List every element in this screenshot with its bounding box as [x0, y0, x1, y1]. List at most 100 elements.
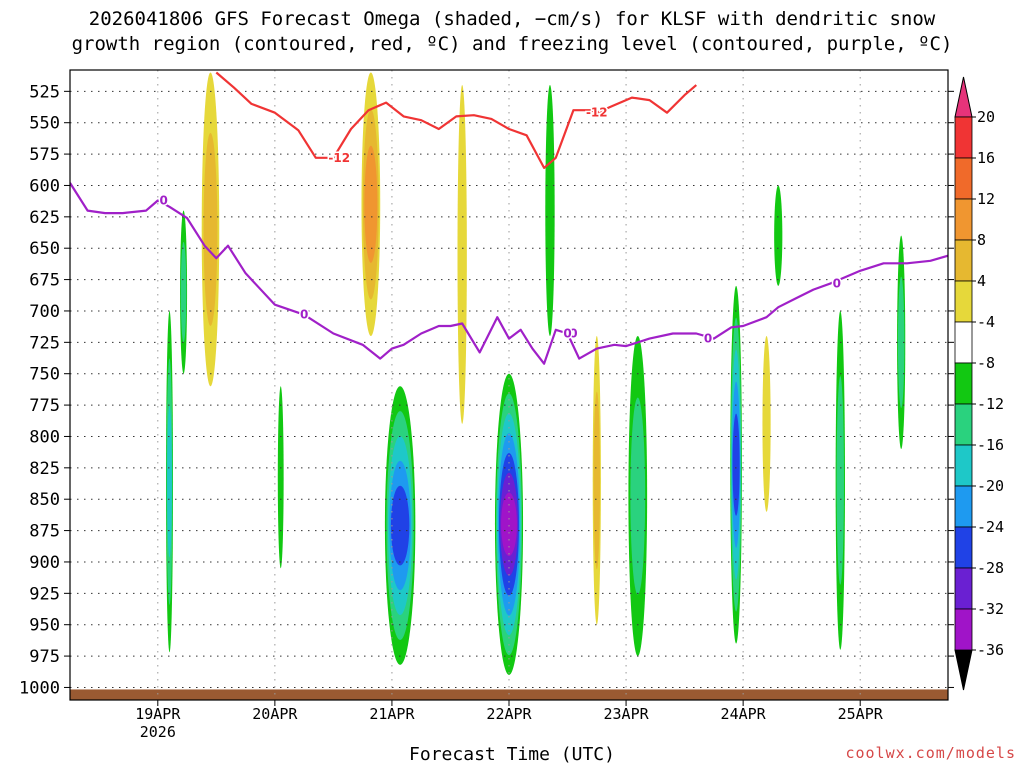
dgz-contour-label: -12 [328, 151, 350, 165]
y-tick-label: 875 [29, 522, 60, 542]
y-tick-label: 775 [29, 396, 60, 416]
omega-band [390, 485, 410, 566]
omega-band [836, 376, 844, 585]
x-tick-sublabel: 2026 [140, 723, 176, 741]
omega-feature [762, 336, 771, 512]
colorbar-segment [954, 198, 973, 241]
freezing-level-contour-label: 0 [563, 327, 571, 341]
omega-feature [384, 386, 416, 665]
omega-feature [628, 336, 648, 657]
omega-feature [361, 72, 381, 337]
colorbar-label: 8 [977, 231, 986, 249]
freezing-level-contour-label: 0 [833, 276, 841, 290]
colorbar: 20 16 12 8 4 -4 -8 -12 -16 -20 -24 -28 -32 -36 [954, 76, 1004, 691]
y-tick-label: 625 [29, 208, 60, 228]
colorbar-segment [954, 608, 973, 651]
colorbar-overflow-top [954, 76, 973, 118]
freezing-level-contour-line [70, 182, 948, 365]
colorbar-label: -32 [977, 600, 1004, 618]
omega-band [545, 85, 555, 337]
colorbar-label: -12 [977, 395, 1004, 413]
x-tick-label: 25APR [838, 705, 884, 723]
x-tick-label: 19APR [135, 705, 181, 723]
omega-band [180, 241, 187, 343]
colorbar-segment [954, 567, 973, 610]
omega-feature [277, 386, 284, 569]
ground-fill [70, 689, 948, 700]
x-axis-label: Forecast Time (UTC) [409, 744, 615, 765]
omega-band [774, 185, 783, 286]
y-tick-label: 525 [29, 82, 60, 102]
omega-feature [897, 235, 906, 450]
grid-lines [70, 70, 948, 700]
freezing-level-contour-label: 0 [569, 327, 577, 341]
colorbar-label: -36 [977, 641, 1004, 659]
dgz-contour-label: -12 [586, 106, 608, 120]
y-tick-label: 700 [29, 302, 60, 322]
y-tick-label: 825 [29, 459, 60, 479]
omega-band [593, 391, 601, 570]
omega-band [732, 413, 740, 516]
omega-band [501, 492, 517, 557]
dgz-contour-line [215, 71, 698, 169]
colorbar-segment [954, 485, 973, 528]
omega-feature [180, 210, 188, 374]
omega-shading [165, 72, 906, 675]
colorbar-segment [954, 362, 973, 405]
omega-feature [774, 185, 783, 286]
colorbar-segment [954, 321, 973, 364]
y-tick-label: 650 [29, 239, 60, 259]
colorbar-label: -16 [977, 436, 1004, 454]
y-tick-label: 575 [29, 145, 60, 165]
colorbar-label: -28 [977, 559, 1004, 577]
y-tick-label: 900 [29, 553, 60, 573]
omega-band [630, 397, 646, 595]
omega-feature [835, 310, 845, 650]
y-tick-label: 850 [29, 490, 60, 510]
colorbar-label: -4 [977, 313, 995, 331]
x-tick-label: 22APR [486, 705, 532, 723]
colorbar-segment [954, 157, 973, 200]
y-tick-label: 600 [29, 176, 60, 196]
omega-band [203, 132, 218, 326]
x-tick-label: 21APR [369, 705, 415, 723]
colorbar-label: 16 [977, 149, 995, 167]
freezing-level-contour-label: 0 [704, 332, 712, 346]
colorbar-label: 20 [977, 108, 995, 126]
omega-feature [457, 85, 467, 424]
omega-band [762, 336, 771, 512]
colorbar-label: -20 [977, 477, 1004, 495]
y-tick-label: 800 [29, 427, 60, 447]
chart-title-line2: growth region (contoured, red, ºC) and f… [71, 33, 953, 55]
omega-feature [545, 85, 555, 337]
omega-feature [201, 72, 220, 387]
omega-feature [165, 310, 174, 653]
colorbar-segment [954, 526, 973, 569]
y-tick-label: 725 [29, 333, 60, 353]
y-axis: 525 550 575 600 625 650 675 700 725 750 775 800 825 8… [19, 82, 954, 698]
source-credit: coolwx.com/models [845, 744, 1016, 762]
colorbar-segment [954, 116, 973, 159]
omega-band [457, 85, 467, 424]
y-tick-label: 975 [29, 647, 60, 667]
y-tick-label: 950 [29, 616, 60, 636]
ground-layer [70, 689, 948, 700]
colorbar-segment [954, 403, 973, 446]
colorbar-segment [954, 239, 973, 282]
colorbar-label: -8 [977, 354, 995, 372]
y-tick-label: 675 [29, 271, 60, 291]
y-tick-label: 550 [29, 114, 60, 134]
x-tick-label: 24APR [721, 705, 767, 723]
y-tick-label: 925 [29, 584, 60, 604]
colorbar-label: 4 [977, 272, 986, 290]
omega-band [277, 386, 284, 569]
omega-band [364, 145, 378, 263]
omega-feature [592, 336, 601, 625]
freezing-level-contour-label: 0 [300, 308, 308, 322]
colorbar-overflow-bottom [954, 649, 973, 691]
colorbar-segment [954, 444, 973, 487]
x-tick-label: 20APR [252, 705, 298, 723]
colorbar-label: 12 [977, 190, 995, 208]
